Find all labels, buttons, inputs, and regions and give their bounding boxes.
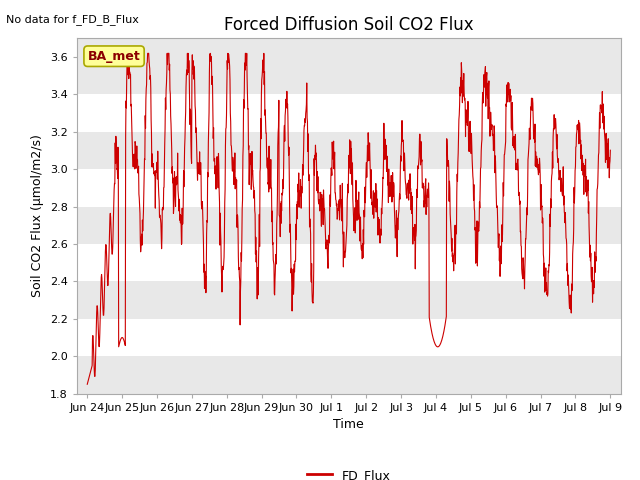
Legend: FD_Flux: FD_Flux bbox=[302, 464, 396, 480]
X-axis label: Time: Time bbox=[333, 418, 364, 431]
Bar bbox=[77, 169, 621, 207]
Bar bbox=[77, 319, 621, 356]
Title: Forced Diffusion Soil CO2 Flux: Forced Diffusion Soil CO2 Flux bbox=[224, 16, 474, 34]
Y-axis label: Soil CO2 Flux (μmol/m2/s): Soil CO2 Flux (μmol/m2/s) bbox=[31, 134, 44, 298]
Text: No data for f_FD_B_Flux: No data for f_FD_B_Flux bbox=[6, 14, 140, 25]
Bar bbox=[77, 95, 621, 132]
Bar bbox=[77, 244, 621, 281]
Text: BA_met: BA_met bbox=[88, 50, 140, 63]
